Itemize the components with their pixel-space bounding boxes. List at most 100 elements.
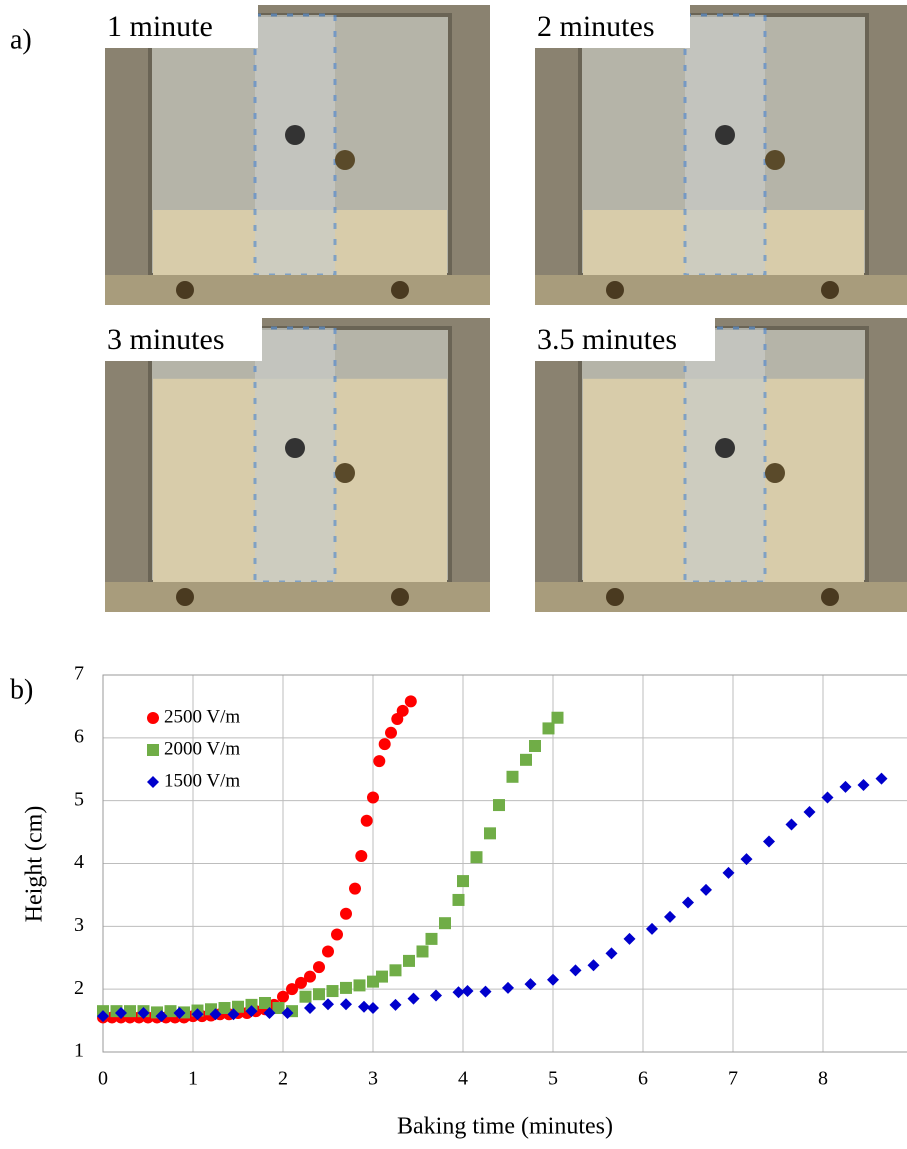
data-point — [763, 835, 775, 848]
data-point — [245, 998, 258, 1011]
data-point — [430, 989, 442, 1002]
x-tick-label: 1 — [188, 1068, 198, 1090]
data-point — [173, 1007, 186, 1020]
data-point — [875, 772, 888, 785]
data-point — [461, 985, 474, 998]
data-point — [470, 851, 483, 864]
screw — [606, 281, 624, 299]
data-point — [452, 986, 465, 999]
base — [535, 275, 907, 305]
data-point — [605, 947, 618, 960]
y-tick-label: 5 — [74, 788, 84, 810]
data-point — [425, 932, 438, 945]
panel-label: b) — [10, 674, 33, 705]
x-tick-label: 3 — [368, 1068, 378, 1090]
label-box — [535, 318, 715, 361]
plot-border — [102, 674, 907, 1053]
data-point — [313, 961, 325, 974]
data-point — [355, 849, 368, 862]
data-point — [340, 998, 352, 1011]
screw — [765, 150, 785, 170]
data-point — [502, 981, 514, 994]
data-point — [404, 695, 417, 708]
data-point — [349, 882, 361, 895]
data-point — [137, 1007, 150, 1020]
photo: 3 minutes — [105, 318, 490, 612]
data-point — [277, 990, 289, 1003]
x-tick-label: 4 — [458, 1068, 468, 1090]
label-box — [535, 5, 690, 48]
data-point — [457, 875, 469, 888]
y-tick-label: 6 — [74, 725, 84, 747]
photo-label: 3 minutes — [107, 323, 225, 356]
screw — [715, 125, 735, 145]
data-point — [340, 981, 352, 994]
data-point — [452, 893, 465, 906]
screw — [285, 125, 305, 145]
data-point — [385, 726, 397, 739]
data-point — [232, 1000, 244, 1013]
screw — [176, 281, 194, 299]
data-point — [295, 976, 307, 989]
screw — [285, 438, 305, 458]
photo: 2 minutes — [535, 5, 907, 305]
data-point — [524, 978, 537, 991]
data-point — [304, 970, 316, 983]
data-point — [115, 1007, 127, 1020]
data-point — [646, 922, 658, 935]
data-point — [313, 988, 325, 1001]
data-point — [821, 791, 834, 804]
screw — [765, 463, 785, 483]
y-tick-label: 2 — [74, 977, 84, 999]
data-point — [587, 959, 600, 972]
data-point — [155, 1010, 168, 1023]
data-point — [331, 928, 343, 941]
panel-label: a) — [10, 24, 32, 55]
data-point — [326, 985, 339, 998]
data-point — [259, 996, 271, 1009]
data-point — [209, 1008, 222, 1021]
y-axis-title: Height (cm) — [22, 806, 48, 923]
legend-label: 2500 V/m — [164, 706, 240, 727]
data-point — [493, 799, 505, 812]
x-tick-label: 2 — [278, 1068, 288, 1090]
screw — [821, 281, 839, 299]
data-point — [340, 907, 352, 920]
x-tick-label: 6 — [638, 1068, 648, 1090]
data-point — [97, 1010, 109, 1023]
data-point — [367, 791, 379, 804]
data-point — [389, 998, 402, 1011]
data-point — [353, 979, 366, 992]
data-point — [281, 1007, 294, 1020]
data-point — [857, 778, 870, 791]
x-tick-label: 7 — [728, 1068, 738, 1090]
legend-label: 2000 V/m — [164, 738, 240, 759]
photo-label: 1 minute — [107, 10, 213, 43]
photo-label: 2 minutes — [537, 10, 655, 43]
screw — [335, 463, 355, 483]
screw — [606, 588, 624, 606]
data-point — [484, 827, 496, 840]
data-point — [740, 853, 753, 866]
data-point — [396, 704, 409, 717]
data-point — [245, 1005, 258, 1018]
data-point — [218, 1002, 231, 1015]
photo: 1 minute — [105, 5, 490, 305]
data-point — [722, 866, 735, 879]
data-point — [373, 755, 386, 768]
data-point — [542, 722, 555, 735]
data-point — [407, 992, 420, 1005]
x-tick-label: 5 — [548, 1068, 558, 1090]
screw — [176, 588, 194, 606]
data-point — [367, 1002, 379, 1015]
data-point — [358, 1000, 370, 1013]
base — [105, 275, 490, 305]
photo: 3.5 minutes — [535, 318, 907, 612]
label-box — [105, 5, 258, 48]
data-point — [664, 910, 676, 923]
data-point — [191, 1008, 204, 1021]
data-point — [529, 740, 541, 753]
data-point — [785, 818, 798, 831]
screw — [391, 281, 409, 299]
